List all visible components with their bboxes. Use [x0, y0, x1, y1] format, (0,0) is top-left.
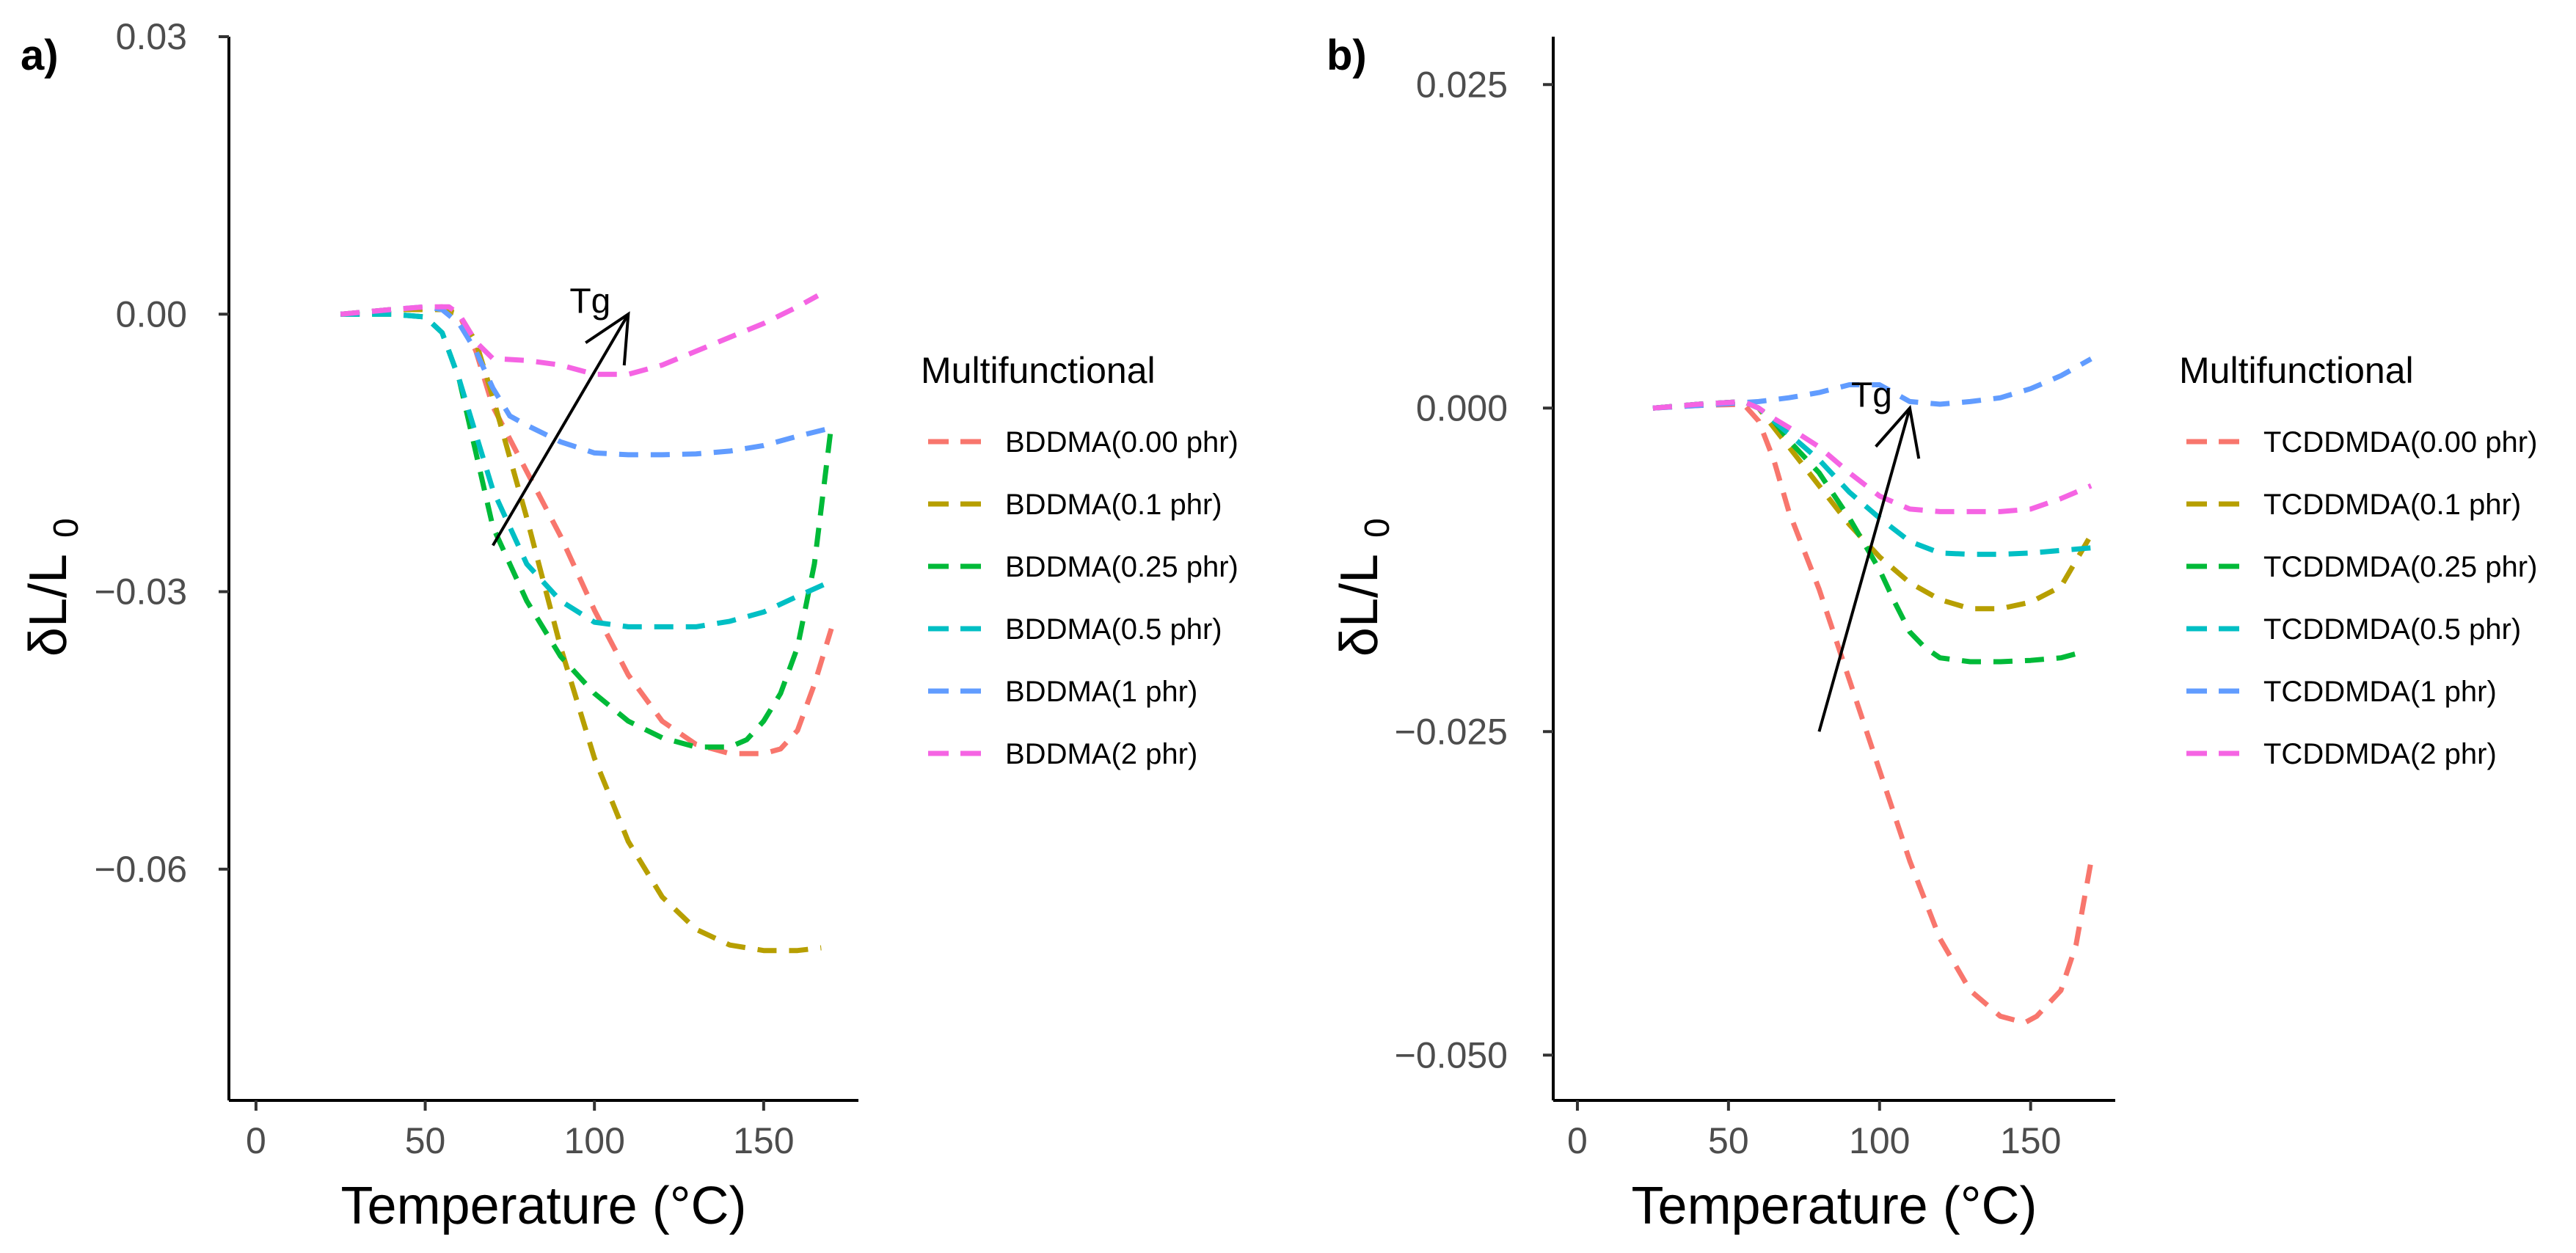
y-tick-label: −0.06	[94, 849, 187, 890]
y-axis-title-main: δL/L	[1330, 554, 1389, 657]
legend-label-6: BDDMA(2 phr)	[1005, 738, 1197, 770]
series-line-3	[340, 311, 834, 750]
legend-label-4: BDDMA(0.5 phr)	[1005, 613, 1222, 646]
y-tick-label: 0.00	[116, 293, 187, 335]
tg-annotation-label: Tg	[1851, 376, 1892, 414]
panel-a-legend: Multifunctional BDDMA(0.00 phr) BDDMA(0.1 …	[921, 350, 1238, 770]
x-tick-label: 0	[1567, 1120, 1588, 1161]
y-tick-label: 0.025	[1416, 64, 1508, 105]
tg-arrow-head	[1875, 404, 1921, 459]
y-tick-label: −0.025	[1395, 711, 1508, 752]
x-tick-label: 100	[563, 1120, 624, 1161]
legend-label-2: TCDDMDA(0.1 phr)	[2263, 489, 2521, 521]
x-tick-label: 100	[1849, 1120, 1910, 1161]
series-line-2	[340, 307, 822, 954]
y-tick-label: −0.03	[94, 571, 187, 613]
y-axis-title-subscript: 0	[1358, 518, 1397, 538]
panel-a: a) 0.03 0.00 −0.03 −0.06 0 50 100 150 Temperatur…	[19, 16, 1238, 1235]
panel-b-plot-area: 0.025 0.000 −0.025 −0.050 0 50 100 150 Temperatu…	[1330, 37, 2115, 1235]
panel-b: b) 0.025 0.000 −0.025 −0.050 0 50 100 150 Temper…	[1327, 32, 2537, 1235]
series-line-6	[1652, 398, 2092, 514]
x-tick-label: 50	[405, 1120, 446, 1161]
panel-b-legend: Multifunctional TCDDMDA(0.00 phr) TCDDMDA(…	[2179, 350, 2537, 770]
y-tick-label: 0.000	[1416, 387, 1508, 428]
x-tick-label: 150	[2000, 1120, 2061, 1161]
series-line-4	[340, 311, 826, 629]
series-line-2	[1652, 398, 2094, 612]
x-axis-title: Temperature (°C)	[1632, 1177, 2037, 1235]
legend-label-6: TCDDMDA(2 phr)	[2263, 738, 2497, 770]
series-line-4	[1652, 398, 2092, 558]
y-axis-title: δL/L 0	[19, 518, 86, 657]
series-line-1	[340, 304, 834, 756]
y-tick-label: −0.050	[1395, 1034, 1508, 1075]
y-axis-title: δL/L 0	[1330, 518, 1397, 657]
series-line-5	[1652, 357, 2092, 411]
tg-arrow-head	[585, 311, 630, 366]
panel-a-label: a)	[21, 32, 59, 79]
series-line-3	[1652, 398, 2086, 665]
x-tick-label: 50	[1708, 1120, 1749, 1161]
series-line-5	[340, 304, 832, 458]
y-tick-label: 0.03	[116, 16, 187, 57]
series-line-1	[1652, 401, 2094, 1026]
x-tick-label: 150	[733, 1120, 794, 1161]
legend-label-3: BDDMA(0.25 phr)	[1005, 551, 1238, 583]
panel-b-label: b)	[1327, 32, 1367, 79]
series-line-6	[340, 293, 820, 377]
legend-label-1: BDDMA(0.00 phr)	[1005, 426, 1238, 459]
legend-label-5: BDDMA(1 phr)	[1005, 676, 1197, 708]
y-axis-title-subscript: 0	[47, 518, 86, 538]
tg-arrow-shaft	[1817, 407, 1911, 732]
x-tick-label: 0	[246, 1120, 266, 1161]
legend-label-4: TCDDMDA(0.5 phr)	[2263, 613, 2521, 646]
legend-label-1: TCDDMDA(0.00 phr)	[2263, 426, 2537, 459]
y-axis-title-main: δL/L	[19, 554, 78, 657]
legend-label-3: TCDDMDA(0.25 phr)	[2263, 551, 2537, 583]
tg-annotation-label: Tg	[569, 282, 610, 321]
legend-label-5: TCDDMDA(1 phr)	[2263, 676, 2497, 708]
legend-title: Multifunctional	[2179, 350, 2414, 391]
legend-label-2: BDDMA(0.1 phr)	[1005, 489, 1222, 521]
tg-arrow-shaft	[492, 313, 630, 547]
panel-a-plot-area: 0.03 0.00 −0.03 −0.06 0 50 100 150 Temperature (…	[19, 16, 858, 1235]
x-axis-title: Temperature (°C)	[341, 1177, 747, 1235]
legend-title: Multifunctional	[921, 350, 1156, 391]
